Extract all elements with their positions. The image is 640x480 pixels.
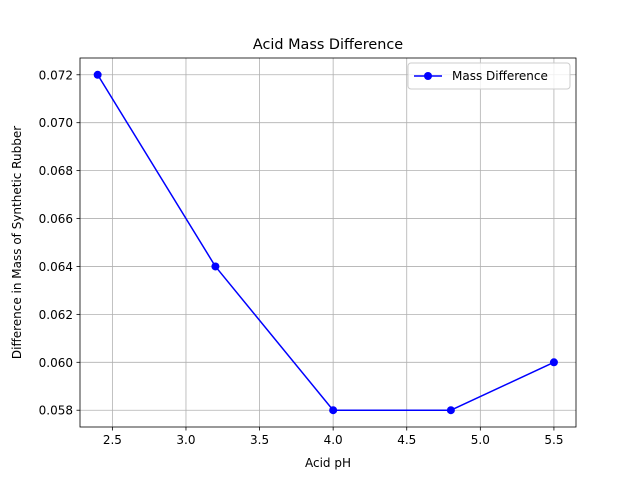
x-tick-label: 5.5 xyxy=(544,433,563,447)
y-tick-label: 0.058 xyxy=(39,404,73,418)
ticks: 2.5 3.0 3.5 4.0 4.5 5.0 5.5 0.058 0.060 0.062 0.06… xyxy=(39,68,564,447)
data-point xyxy=(446,406,455,415)
chart-title: Acid Mass Difference xyxy=(253,37,403,53)
x-tick-label: 4.0 xyxy=(324,433,343,447)
x-tick-label: 4.5 xyxy=(397,433,416,447)
data-point xyxy=(211,262,220,271)
y-tick-label: 0.068 xyxy=(39,164,73,178)
y-tick-label: 0.064 xyxy=(39,260,73,274)
legend-marker-swatch xyxy=(424,72,432,80)
y-tick-label: 0.066 xyxy=(39,212,73,226)
legend: Mass Difference xyxy=(407,62,571,90)
y-axis-label: Difference in Mass of Synthetic Rubber xyxy=(10,126,24,359)
x-tick-label: 5.0 xyxy=(471,433,490,447)
y-tick-label: 0.062 xyxy=(39,308,73,322)
grid xyxy=(80,58,576,427)
x-tick-label: 3.0 xyxy=(176,433,195,447)
y-tick-label: 0.070 xyxy=(39,116,73,130)
legend-entry-label: Mass Difference xyxy=(452,69,548,83)
x-tick-label: 3.5 xyxy=(250,433,269,447)
y-tick-label: 0.072 xyxy=(39,68,73,82)
data-point xyxy=(549,358,558,367)
data-point xyxy=(329,406,338,415)
series-layer xyxy=(93,70,558,415)
y-tick-label: 0.060 xyxy=(39,356,73,370)
x-axis-label: Acid pH xyxy=(305,456,351,470)
legend-box xyxy=(407,62,571,90)
plot-frame xyxy=(79,57,577,428)
x-tick-label: 2.5 xyxy=(103,433,122,447)
data-point xyxy=(93,70,102,79)
